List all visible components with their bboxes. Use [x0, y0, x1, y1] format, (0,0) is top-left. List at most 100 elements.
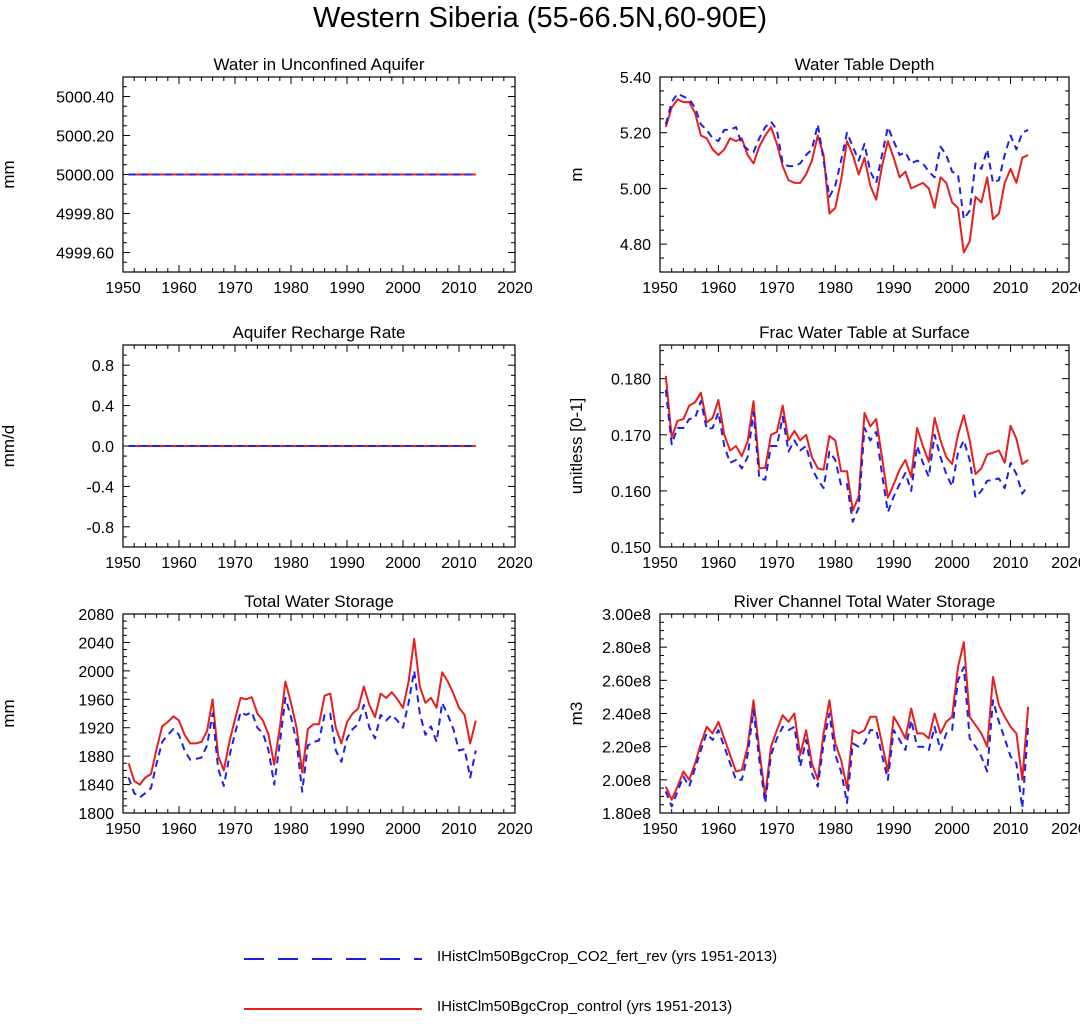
x-tick-label: 2000 [934, 821, 970, 838]
y-axis-label: mm [0, 699, 18, 727]
series-line-control [127, 637, 477, 786]
x-tick-label: 1950 [642, 280, 678, 297]
y-tick-label: 5000.20 [56, 129, 114, 146]
x-tick-label: 1970 [217, 280, 253, 297]
y-tick-label: 2040 [78, 635, 114, 652]
x-tick-label: 1990 [329, 555, 365, 572]
legend-entry-co2-fert-rev: IHistClm50BgcCrop_CO2_fert_rev (yrs 1951… [244, 944, 944, 974]
y-tick-label: 0.4 [92, 399, 114, 416]
y-axis-label: m [567, 167, 586, 181]
x-tick-label: 1950 [105, 280, 141, 297]
series-line-co2-fert-rev [127, 669, 477, 799]
x-tick-label: 2000 [385, 555, 421, 572]
x-tick-label: 1950 [105, 555, 141, 572]
x-tick-label: 1960 [161, 821, 197, 838]
x-tick-label: 1990 [329, 821, 365, 838]
panel-title: Frac Water Table at Surface [759, 323, 970, 342]
x-tick-label: 1970 [759, 280, 795, 297]
x-tick-label: 2010 [993, 821, 1029, 838]
x-tick-label: 2010 [441, 821, 477, 838]
y-tick-label: 1800 [78, 806, 114, 823]
series-line-co2-fert-rev [664, 92, 1029, 221]
x-tick-label: 1970 [217, 821, 253, 838]
y-tick-label: 3.00e8 [602, 607, 651, 624]
x-tick-label: 2020 [1051, 821, 1080, 838]
x-tick-label: 2010 [441, 280, 477, 297]
y-axis-label: unitless [0-1] [567, 398, 586, 494]
y-tick-label: 2080 [78, 607, 114, 624]
x-tick-label: 2010 [441, 555, 477, 572]
x-tick-label: 2020 [497, 555, 533, 572]
panel-title: Aquifer Recharge Rate [233, 323, 406, 342]
y-tick-label: 5.00 [620, 181, 651, 198]
x-tick-label: 2000 [385, 821, 421, 838]
panel-title: Water in Unconfined Aquifer [213, 55, 424, 74]
y-axis-label: mm [0, 160, 18, 188]
legend-label: IHistClm50BgcCrop_control (yrs 1951-2013… [437, 998, 733, 1015]
x-tick-label: 1980 [273, 821, 309, 838]
x-tick-label: 2010 [993, 555, 1029, 572]
x-tick-label: 2010 [993, 280, 1029, 297]
x-tick-label: 1990 [329, 280, 365, 297]
x-tick-label: 1960 [701, 555, 737, 572]
y-tick-label: 1840 [78, 778, 114, 795]
series-line-control [664, 641, 1030, 801]
y-tick-label: 0.180 [611, 372, 651, 389]
x-tick-label: 1960 [161, 555, 197, 572]
y-tick-label: 2000 [78, 664, 114, 681]
plot-frame [122, 613, 516, 814]
y-tick-label: -0.8 [86, 520, 114, 537]
plot-frame [659, 344, 1070, 548]
x-tick-label: 2020 [497, 280, 533, 297]
figure-title: Western Siberia (55-66.5N,60-90E) [312, 2, 768, 34]
series-line-control [664, 375, 1029, 512]
x-tick-label: 1960 [701, 280, 737, 297]
y-tick-label: 2.60e8 [602, 673, 651, 690]
plot-frame [659, 613, 1070, 814]
y-tick-label: 1960 [78, 692, 114, 709]
y-tick-label: 1.80e8 [602, 806, 651, 823]
y-tick-label: 5000.00 [56, 168, 114, 185]
y-tick-label: 2.40e8 [602, 707, 651, 724]
x-tick-label: 1960 [161, 280, 197, 297]
legend-label: IHistClm50BgcCrop_CO2_fert_rev (yrs 1951… [437, 948, 778, 965]
y-tick-label: 2.20e8 [602, 740, 651, 757]
x-tick-label: 2000 [934, 280, 970, 297]
x-tick-label: 1950 [105, 821, 141, 838]
legend-entry-control: IHistClm50BgcCrop_control (yrs 1951-2013… [244, 994, 944, 1024]
y-tick-label: 4999.80 [56, 207, 114, 224]
y-tick-label: -0.4 [86, 479, 114, 496]
y-tick-label: 5.40 [620, 70, 651, 87]
series-line-co2-fert-rev [664, 666, 1030, 809]
y-tick-label: 2.00e8 [602, 773, 651, 790]
y-tick-label: 0.170 [611, 428, 651, 445]
x-tick-label: 1970 [759, 555, 795, 572]
y-axis-label: m3 [567, 702, 586, 726]
y-tick-label: 1880 [78, 749, 114, 766]
y-tick-label: 1920 [78, 721, 114, 738]
y-tick-label: 0.150 [611, 540, 651, 557]
y-tick-label: 5.20 [620, 126, 651, 143]
legend-dashed-line-icon [244, 958, 422, 960]
y-axis-label: mm/d [0, 425, 18, 468]
y-tick-label: 4999.60 [56, 246, 114, 263]
y-tick-label: 5000.40 [56, 90, 114, 107]
panel-title: Water Table Depth [795, 55, 935, 74]
y-tick-label: 0.0 [92, 439, 114, 456]
y-tick-label: 0.8 [92, 358, 114, 375]
x-tick-label: 2020 [1051, 555, 1080, 572]
x-tick-label: 1990 [876, 280, 912, 297]
x-tick-label: 1990 [876, 555, 912, 572]
y-tick-label: 2.80e8 [602, 640, 651, 657]
series-line-co2-fert-rev [664, 389, 1029, 523]
x-tick-label: 2020 [1051, 280, 1080, 297]
x-tick-label: 1950 [642, 821, 678, 838]
x-tick-label: 2000 [385, 280, 421, 297]
x-tick-label: 2000 [934, 555, 970, 572]
x-tick-label: 1980 [817, 555, 853, 572]
x-tick-label: 1980 [273, 555, 309, 572]
x-tick-label: 1990 [876, 821, 912, 838]
panel-title: Total Water Storage [244, 592, 394, 611]
